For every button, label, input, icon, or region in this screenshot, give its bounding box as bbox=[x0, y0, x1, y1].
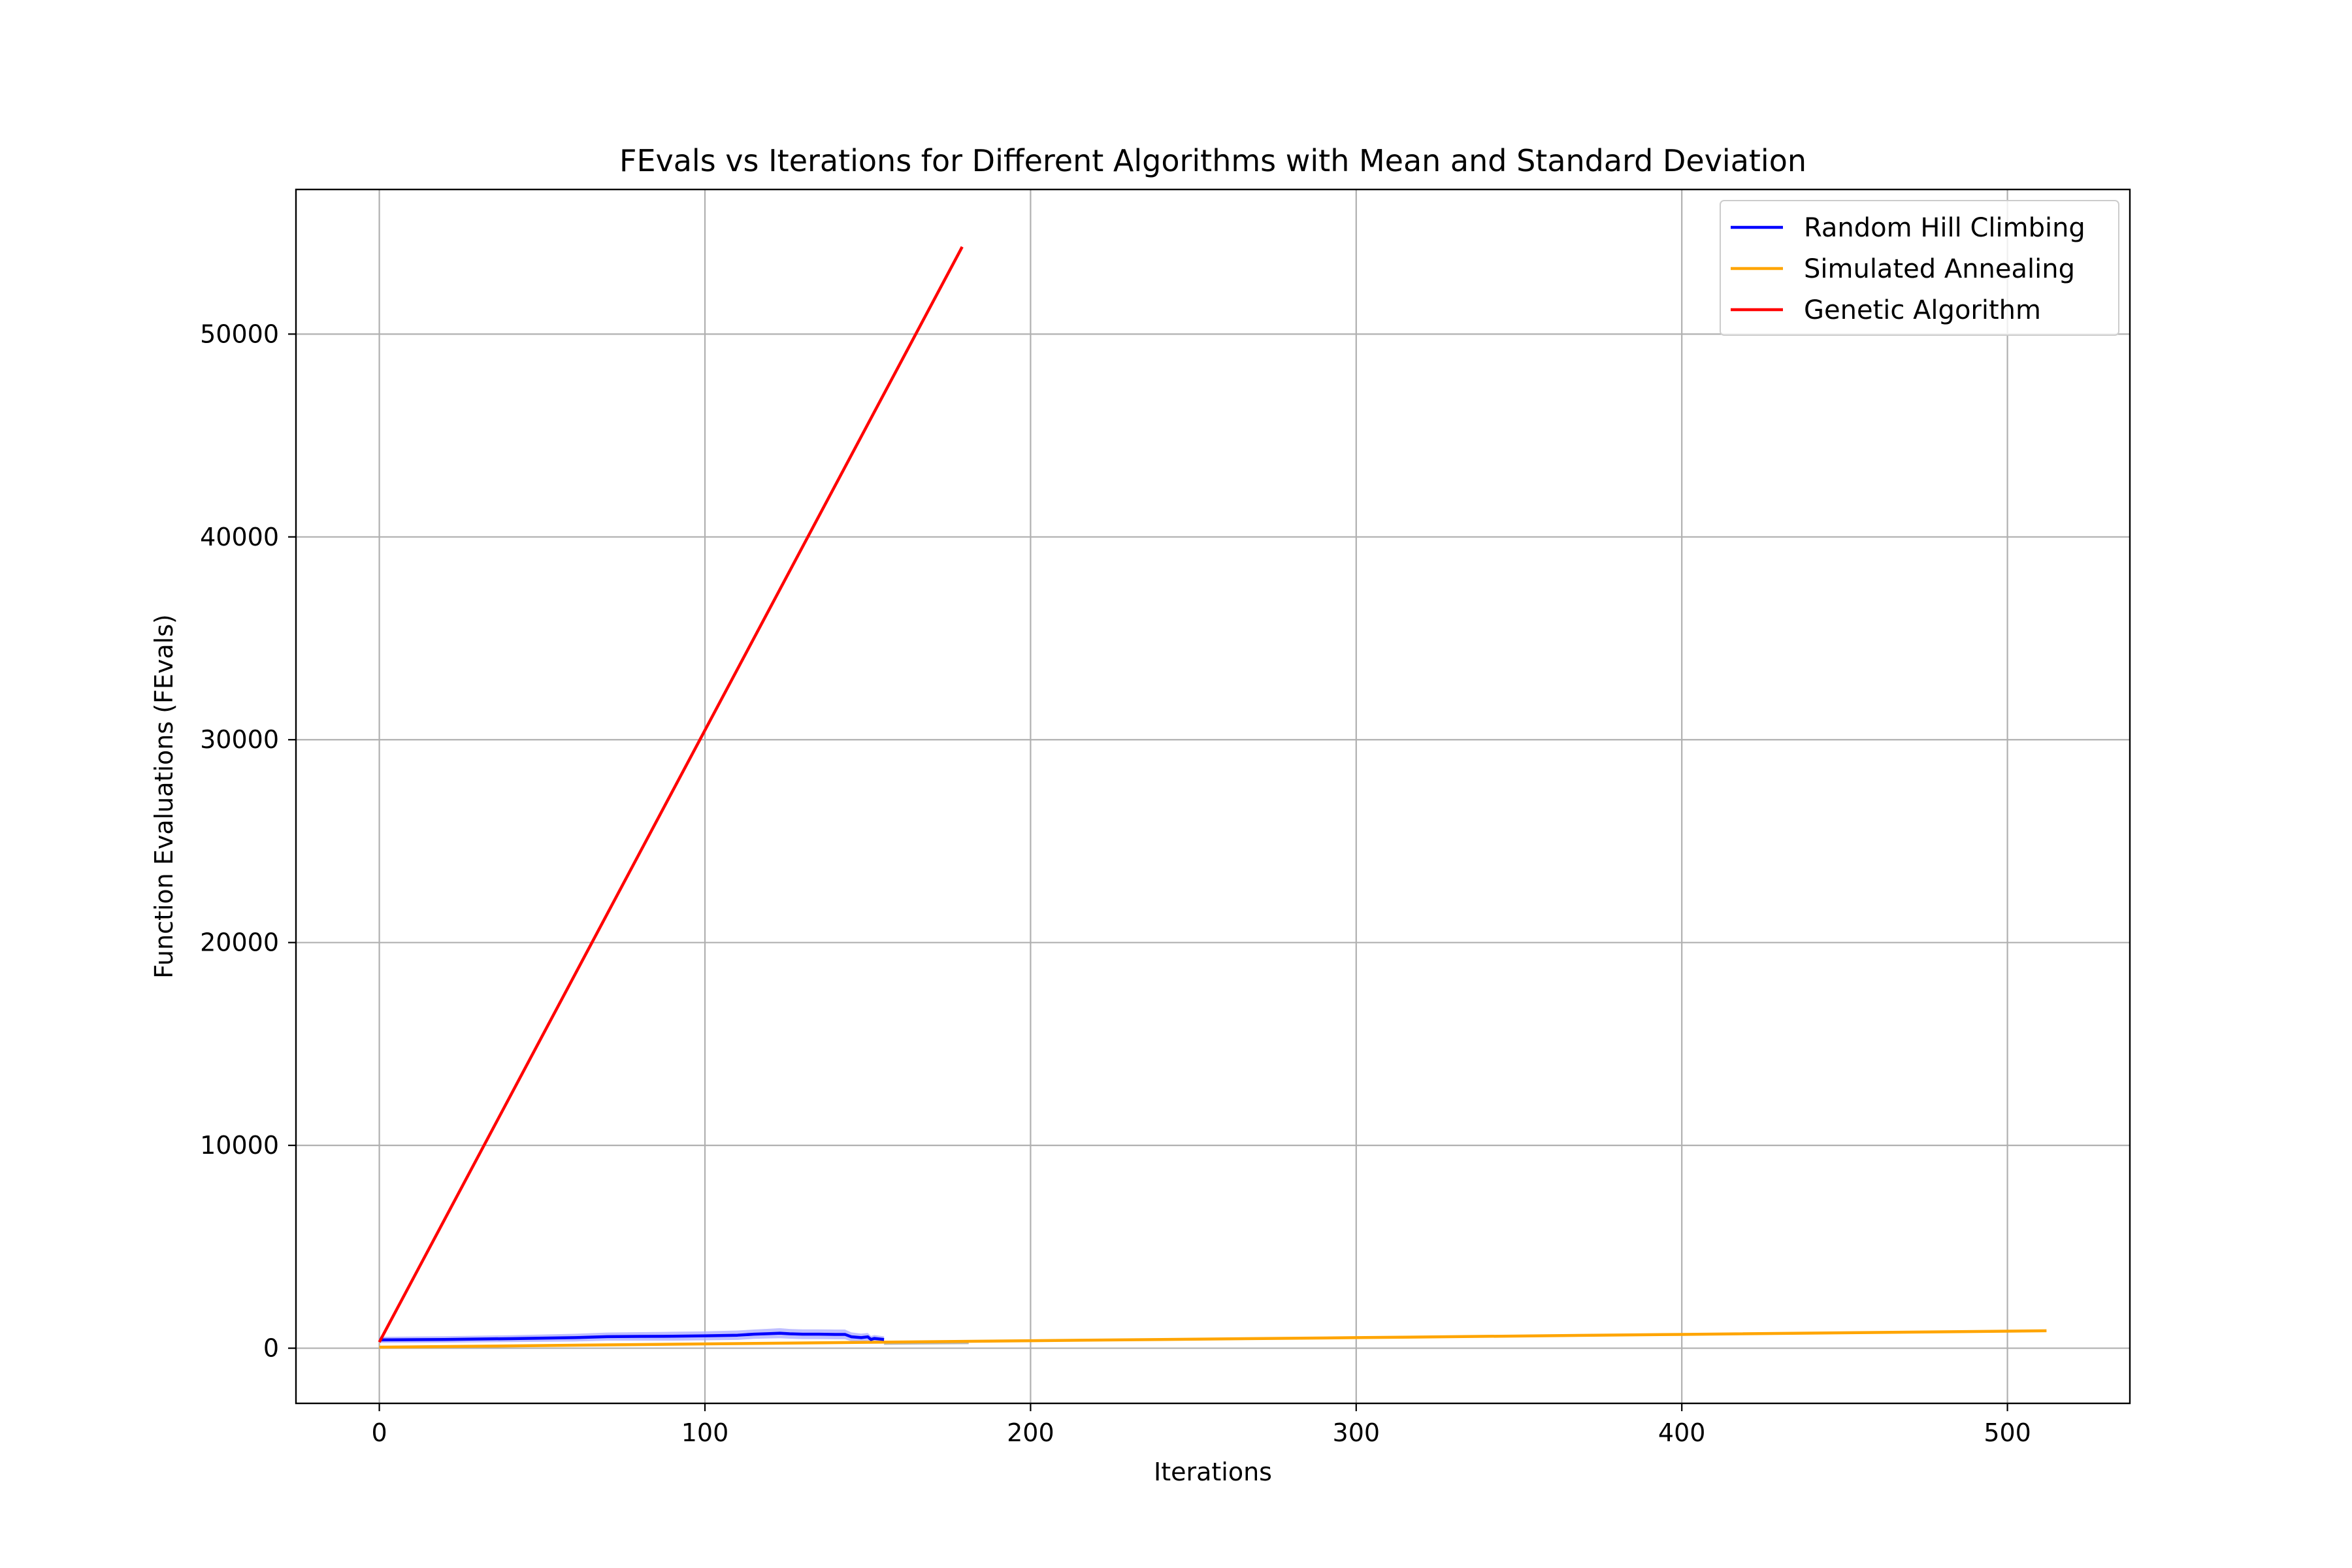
chart-title: FEvals vs Iterations for Different Algor… bbox=[619, 143, 1806, 178]
y-ticks: 0 10000 20000 30000 40000 50000 bbox=[200, 319, 296, 1363]
x-tick-label: 500 bbox=[1984, 1418, 2031, 1447]
x-ticks: 0 100 200 300 400 500 bbox=[371, 1403, 2031, 1447]
x-tick-label: 300 bbox=[1333, 1418, 1380, 1447]
y-tick-label: 0 bbox=[263, 1334, 279, 1363]
x-axis-label: Iterations bbox=[1154, 1458, 1272, 1486]
x-tick-label: 400 bbox=[1658, 1418, 1706, 1447]
x-tick-label: 200 bbox=[1007, 1418, 1054, 1447]
y-tick-label: 20000 bbox=[200, 928, 279, 957]
legend-label-rhc: Random Hill Climbing bbox=[1804, 213, 2085, 243]
series-lines bbox=[378, 246, 2047, 1349]
plot-frame bbox=[295, 188, 2131, 1405]
rhc-line bbox=[379, 1331, 885, 1342]
sa-line bbox=[379, 1329, 2047, 1349]
legend-box bbox=[1720, 200, 2119, 336]
ga-line bbox=[378, 246, 964, 1343]
y-axis-label: Function Evaluations (FEvals) bbox=[150, 614, 178, 979]
y-tick-label: 10000 bbox=[200, 1131, 279, 1160]
x-tick-label: 0 bbox=[371, 1418, 387, 1447]
y-tick-label: 50000 bbox=[200, 319, 279, 348]
y-tick-label: 30000 bbox=[200, 725, 279, 754]
x-tick-label: 100 bbox=[681, 1418, 729, 1447]
grid bbox=[296, 189, 2130, 1403]
legend: Random Hill Climbing Simulated Annealing… bbox=[1720, 200, 2119, 336]
y-tick-label: 40000 bbox=[200, 523, 279, 551]
legend-label-sa: Simulated Annealing bbox=[1804, 254, 2075, 284]
legend-label-ga: Genetic Algorithm bbox=[1804, 295, 2041, 325]
